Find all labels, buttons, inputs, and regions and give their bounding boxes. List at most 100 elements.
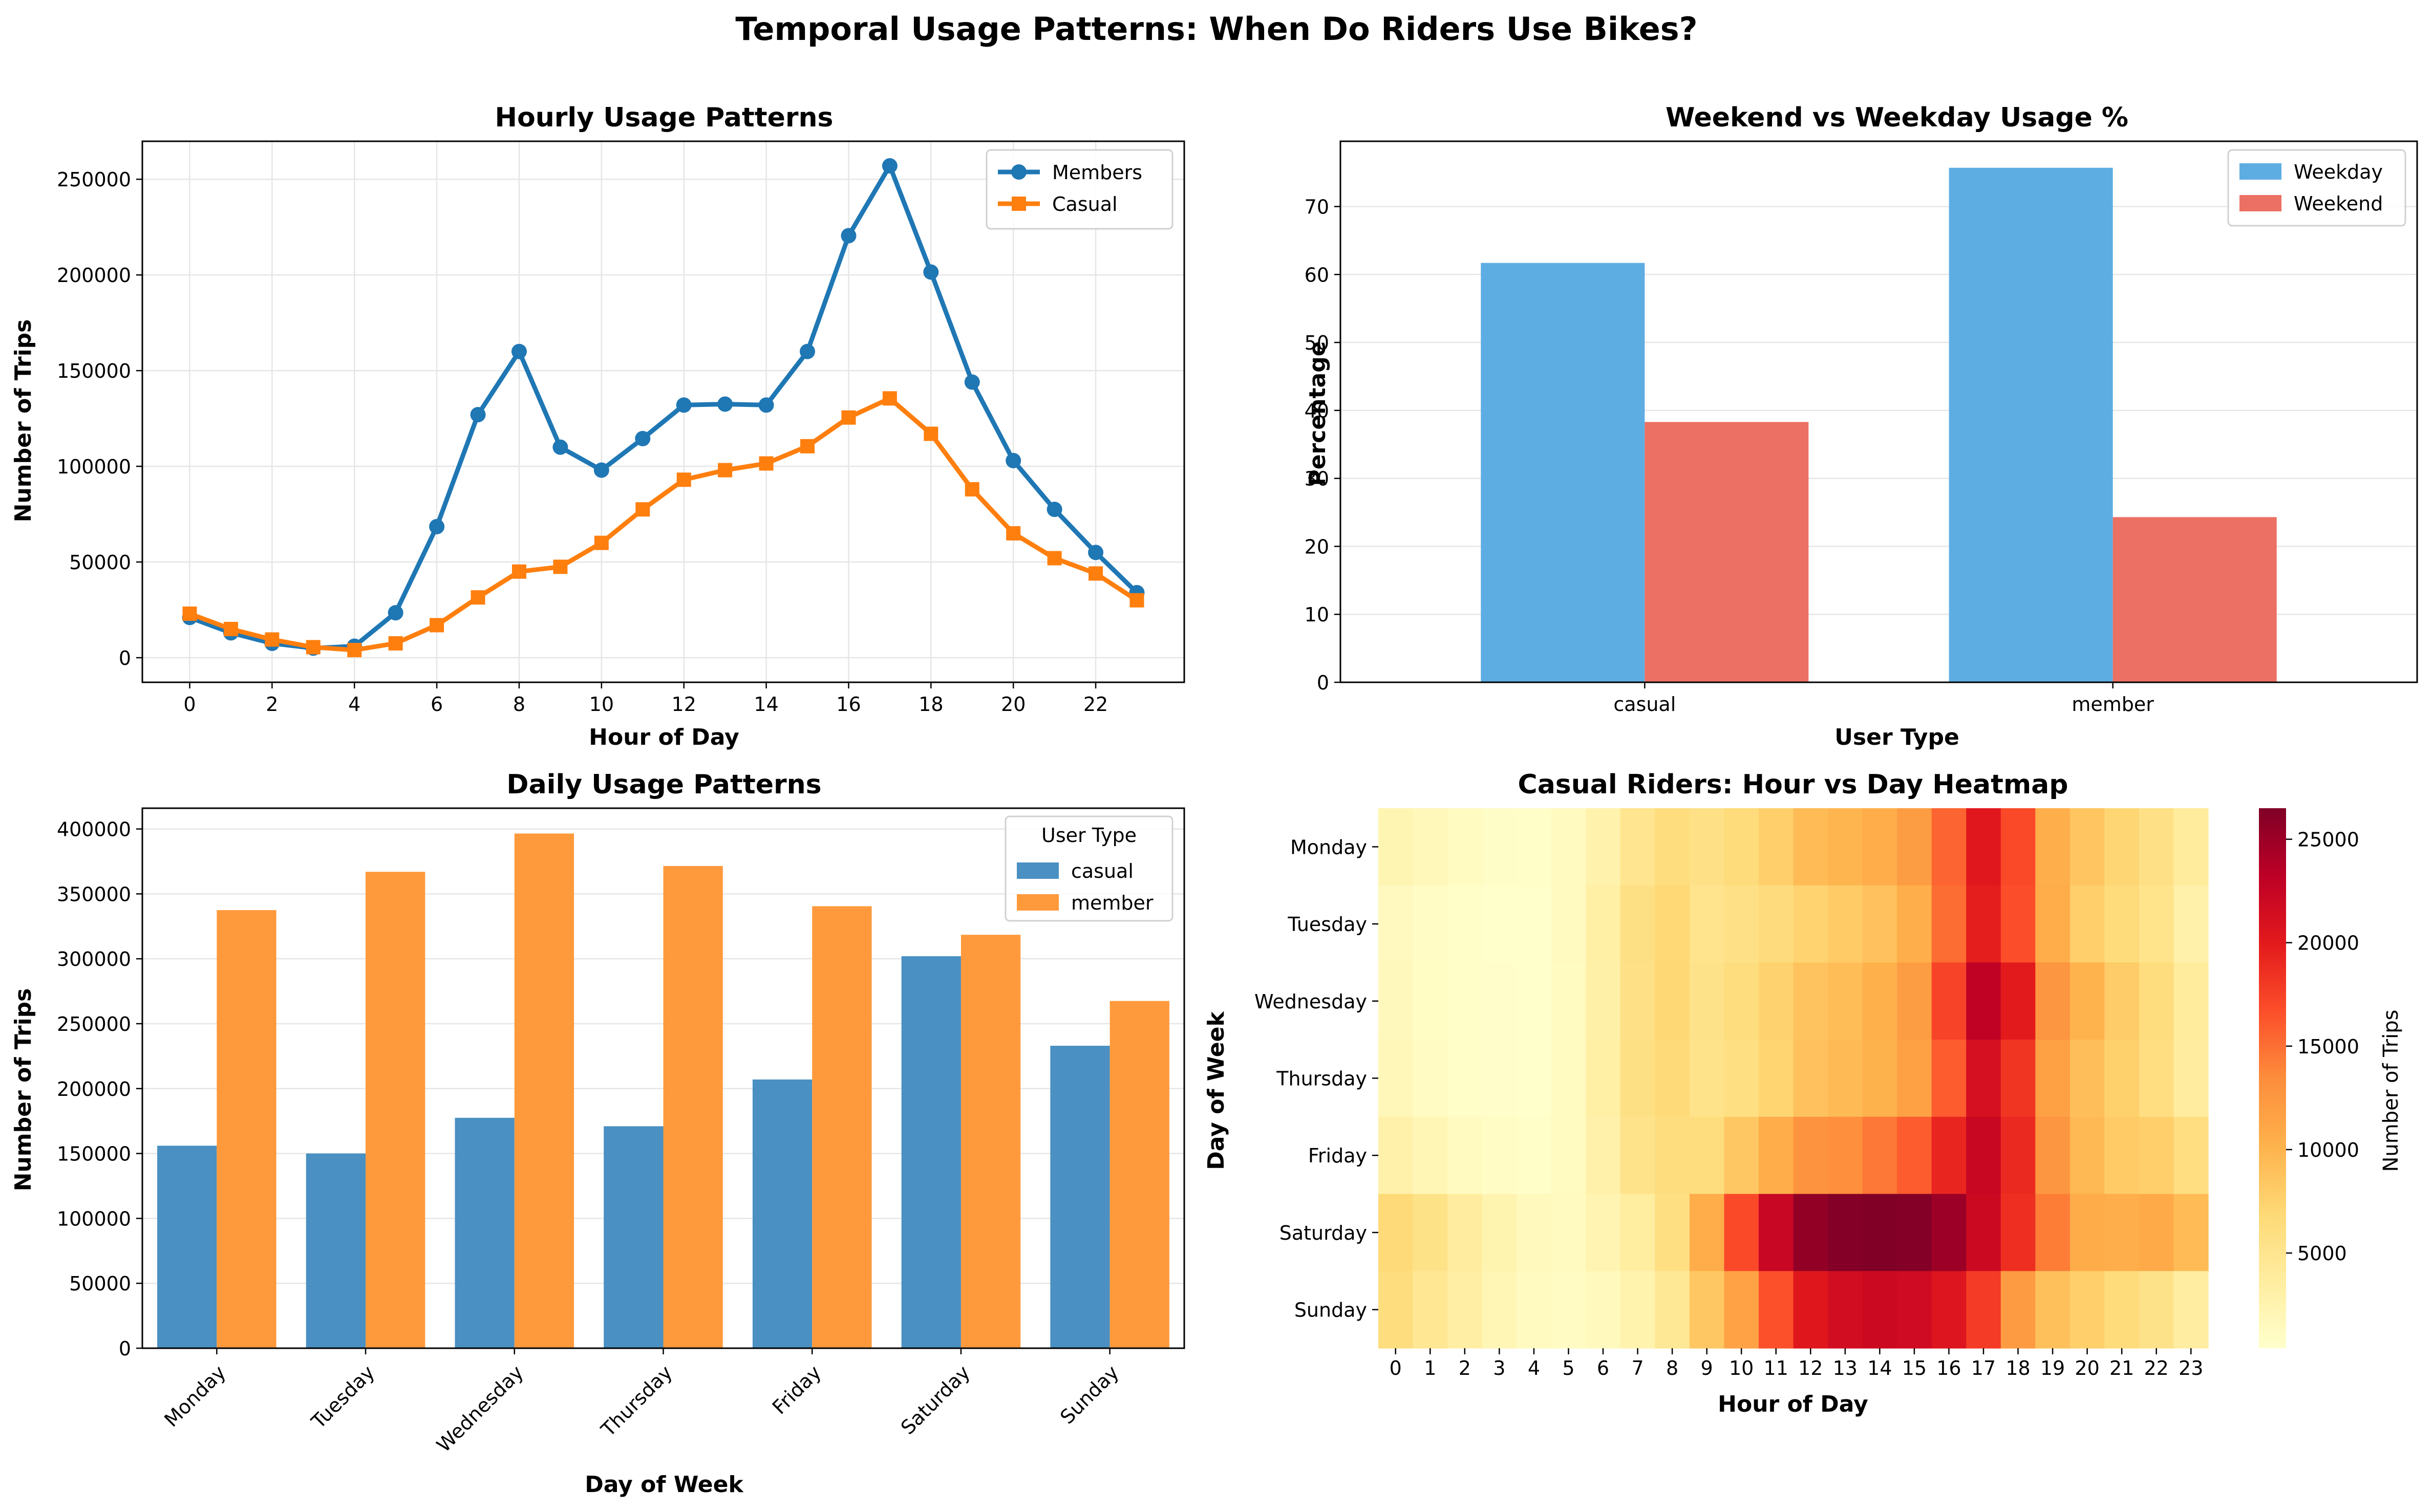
heatmap-cell	[1378, 1040, 1414, 1117]
heatmap-cell	[1655, 1271, 1690, 1349]
weekend-weekday-legend: Weekday Weekend	[2227, 149, 2406, 227]
legend-marker	[1012, 197, 1026, 211]
x-tick-label: 18	[919, 693, 943, 716]
heatmap-cell	[1758, 1194, 1794, 1271]
data-point-members	[511, 343, 527, 359]
x-tick-label: 1	[1424, 1357, 1436, 1379]
x-tick-label: 18	[2005, 1357, 2030, 1379]
x-tick-label: 17	[1971, 1357, 1996, 1379]
y-tick-label: 50	[1305, 332, 1329, 354]
data-point-casual	[1006, 526, 1021, 541]
heatmap-cell	[2000, 1271, 2036, 1349]
heatmap-cell	[1655, 1040, 1690, 1117]
daily-legend: User Type casual member	[1005, 815, 1173, 922]
heatmap-cell	[1482, 962, 1517, 1040]
bar-member-tuesday	[366, 872, 425, 1348]
daily-title: Daily Usage Patterns	[506, 769, 821, 800]
heatmap-cell	[1517, 962, 1552, 1040]
heatmap-cell	[1517, 885, 1552, 963]
daily-ylabel: Number of Trips	[10, 988, 36, 1192]
y-tick-label: Monday	[1290, 836, 1367, 858]
heatmap-cell	[1517, 1194, 1552, 1271]
x-tick-label: 8	[513, 693, 525, 716]
data-point-casual	[388, 636, 403, 651]
colorbar-gradient	[2259, 808, 2286, 1348]
legend-label: casual	[1071, 860, 1134, 882]
hourly-xlabel: Hour of Day	[589, 724, 739, 750]
heatmap-cell	[2035, 1271, 2071, 1349]
heatmap-cell	[1551, 808, 1586, 886]
heatmap-cell	[1620, 885, 1655, 963]
bar-member-sunday	[1109, 1001, 1169, 1348]
y-tick-label: 150000	[57, 1143, 131, 1165]
heatmap-title: Casual Riders: Hour vs Day Heatmap	[1518, 769, 2068, 800]
data-point-casual	[182, 606, 197, 621]
heatmap-cell	[2173, 1040, 2209, 1117]
y-tick-label: Thursday	[1276, 1068, 1367, 1090]
heatmap-cell	[2035, 808, 2071, 886]
x-tick-label: 16	[1936, 1357, 1961, 1379]
data-point-members	[717, 396, 733, 412]
heatmap-cell	[1447, 1116, 1483, 1195]
heatmap-cell	[1724, 1194, 1759, 1271]
bar-casual-sunday	[1050, 1046, 1110, 1348]
colorbar-tick-label: 10000	[2297, 1139, 2359, 1161]
data-point-casual	[924, 426, 938, 441]
x-tick-label: 8	[1666, 1357, 1678, 1379]
heatmap-cell	[1517, 808, 1552, 886]
x-tick-label: 20	[2075, 1357, 2099, 1379]
heatmap-cell	[2069, 808, 2105, 886]
heatmap-cell	[1966, 1116, 2001, 1195]
y-tick-label: 50000	[69, 551, 131, 574]
heatmap-cell	[1689, 1194, 1725, 1271]
axes-frame	[1339, 140, 2418, 683]
data-point-members	[1006, 452, 1021, 468]
heatmap-cell	[1758, 1116, 1794, 1195]
heatmap-cell	[1966, 1194, 2001, 1271]
data-point-members	[841, 228, 857, 244]
heatmap-cell	[1620, 1194, 1655, 1271]
heatmap-cell	[1828, 962, 1863, 1040]
x-tick-label: casual	[1613, 693, 1676, 716]
heatmap-cell	[1758, 808, 1794, 886]
heatmap-cell	[1793, 885, 1828, 963]
heatmap-cell	[1586, 1040, 1621, 1117]
heatmap-cell	[1793, 1116, 1828, 1195]
heatmap-cell	[1447, 962, 1483, 1040]
heatmap-cell	[2069, 1271, 2105, 1349]
bar-member-thursday	[663, 866, 723, 1348]
legend-label: Members	[1052, 161, 1142, 184]
x-tick-label: 12	[672, 693, 696, 716]
heatmap-cell	[1482, 1040, 1517, 1117]
y-tick-label: 350000	[57, 883, 131, 905]
x-tick-label: 15	[1902, 1357, 1927, 1379]
x-tick-label: 21	[2109, 1357, 2134, 1379]
data-point-members	[800, 343, 816, 359]
x-tick-label: 11	[1764, 1357, 1788, 1379]
heatmap-cell	[1586, 808, 1621, 886]
x-tick-label: 14	[754, 693, 778, 716]
heatmap-cell	[1413, 1116, 1448, 1195]
y-tick-label: 10	[1305, 603, 1329, 626]
heatmap-cell	[2000, 962, 2036, 1040]
x-tick-label: 6	[431, 693, 443, 716]
heatmap-cell	[1551, 962, 1586, 1040]
x-tick-label: 4	[1528, 1357, 1540, 1379]
y-tick-label: 400000	[57, 818, 131, 841]
data-point-members	[635, 430, 651, 446]
heatmap-cell	[1793, 1271, 1828, 1349]
data-point-casual	[841, 410, 856, 425]
bar-member-monday	[217, 910, 276, 1348]
heatmap-cell	[2000, 1194, 2036, 1271]
y-tick-label: Friday	[1308, 1144, 1367, 1167]
x-tick-label: 16	[836, 693, 861, 716]
hourly-ylabel: Number of Trips	[10, 319, 36, 523]
data-point-members	[388, 605, 403, 621]
heatmap-cell	[1689, 962, 1725, 1040]
heatmap-cell	[1897, 1271, 1932, 1349]
heatmap-cell	[2139, 1040, 2174, 1117]
heatmap-cell	[1655, 885, 1690, 963]
y-tick-label: 50000	[69, 1272, 131, 1295]
data-point-casual	[594, 535, 609, 550]
